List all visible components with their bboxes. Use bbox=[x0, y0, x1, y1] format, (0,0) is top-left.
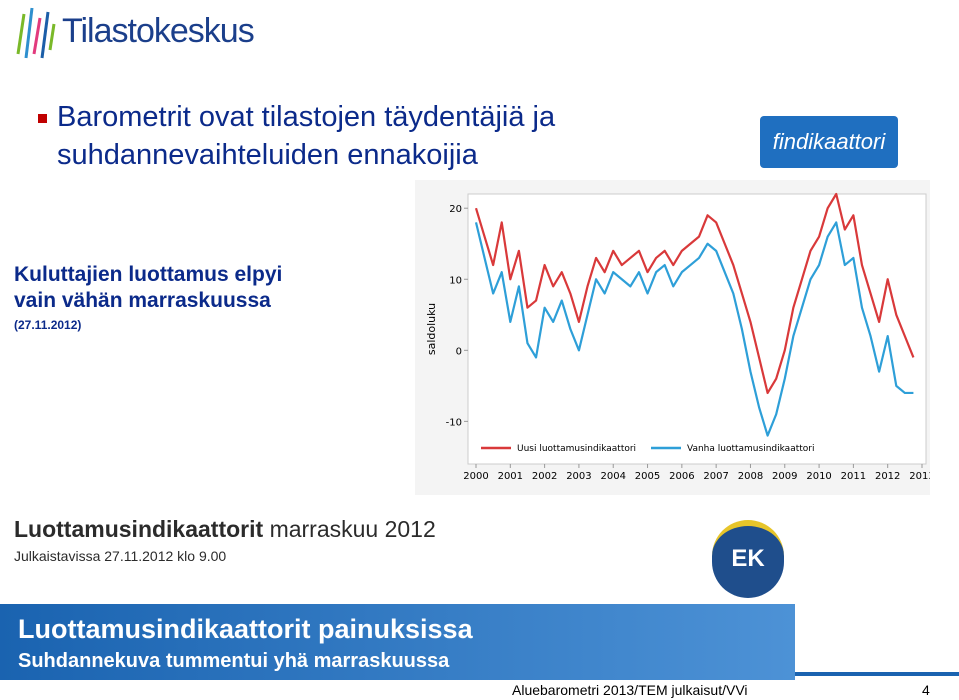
x-tick-label: 2007 bbox=[703, 471, 728, 482]
banner: Luottamusindikaattorit painuksissa Suhda… bbox=[0, 604, 795, 680]
legend-label: Vanha luottamusindikaattori bbox=[687, 444, 814, 454]
y-tick-label: -10 bbox=[446, 417, 462, 428]
banner-title: Luottamusindikaattorit painuksissa bbox=[18, 614, 473, 644]
y-tick-label: 10 bbox=[449, 275, 462, 286]
x-tick-label: 2012 bbox=[875, 471, 900, 482]
x-tick-label: 2009 bbox=[772, 471, 797, 482]
x-tick-label: 2011 bbox=[841, 471, 866, 482]
x-tick-label: 2005 bbox=[635, 471, 660, 482]
x-tick-label: 2004 bbox=[601, 471, 626, 482]
subtitle-date: (27.11.2012) bbox=[14, 318, 82, 332]
title-line: Barometrit ovat tilastojen täydentäjiä j… bbox=[57, 101, 556, 133]
x-tick-label: 2010 bbox=[806, 471, 831, 482]
subtitle-line: Kuluttajien luottamus elpyi bbox=[14, 263, 283, 286]
title-line: suhdannevaihteluiden ennakoijia bbox=[57, 139, 478, 171]
x-tick-label: 2008 bbox=[738, 471, 763, 482]
x-tick-label: 2002 bbox=[532, 471, 557, 482]
subtitle-line: vain vähän marraskuussa bbox=[14, 289, 271, 312]
x-tick-label: 2006 bbox=[669, 471, 694, 482]
release-title-bold: Luottamusindikaattorit bbox=[14, 516, 264, 542]
footer-rule bbox=[795, 672, 959, 676]
series-line bbox=[474, 221, 914, 437]
ek-logo: EK bbox=[712, 520, 784, 598]
subtitle: Kuluttajien luottamus elpyi vain vähän m… bbox=[14, 262, 282, 336]
chart: -10-100010102020200020012002200320042005… bbox=[415, 180, 930, 495]
slide-title: Barometrit ovat tilastojen täydentäjiä j… bbox=[57, 98, 555, 174]
y-tick-label: 0 bbox=[456, 346, 462, 357]
y-tick-label: 20 bbox=[449, 204, 462, 215]
bullet bbox=[38, 114, 47, 123]
release-title-rest: marraskuu 2012 bbox=[269, 516, 436, 542]
footer-source: Aluebarometri 2013/TEM julkaisut/VVi bbox=[512, 682, 748, 698]
logo-text: Tilastokeskus bbox=[62, 12, 255, 50]
page-number: 4 bbox=[922, 682, 930, 698]
release-title: Luottamusindikaattorit marraskuu 2012 bbox=[14, 516, 436, 543]
badge: findikaattori bbox=[760, 116, 898, 168]
banner-subtitle: Suhdannekuva tummentui yhä marraskuussa bbox=[18, 650, 450, 672]
logo-mark bbox=[14, 4, 58, 60]
series-line bbox=[474, 192, 915, 395]
y-axis-label: saldoluku bbox=[425, 303, 438, 355]
x-tick-label: 2001 bbox=[498, 471, 523, 482]
legend-label: Uusi luottamusindikaattori bbox=[517, 444, 636, 454]
x-tick-label: 2003 bbox=[566, 471, 591, 482]
x-tick-label: 2000 bbox=[463, 471, 488, 482]
embargo: Julkaistavissa 27.11.2012 klo 9.00 bbox=[14, 548, 227, 564]
x-tick-label: 2013 bbox=[909, 471, 930, 482]
